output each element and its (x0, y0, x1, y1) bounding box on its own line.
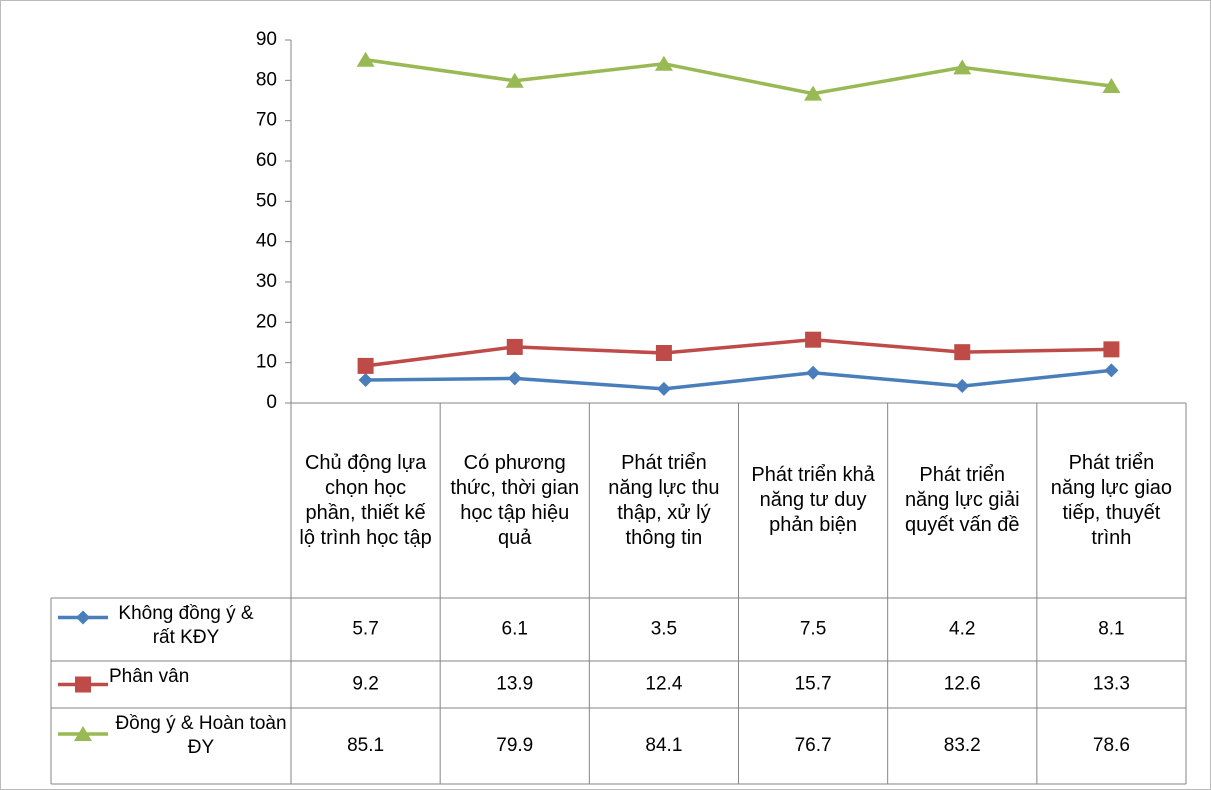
y-tick-label: 70 (256, 110, 277, 131)
data-point (1102, 77, 1121, 93)
legend-marker (76, 610, 90, 625)
data-label: 13.3 (1093, 674, 1130, 695)
data-label: 78.6 (1093, 735, 1130, 756)
data-point (357, 357, 374, 374)
data-label: 83.2 (944, 735, 981, 756)
data-label: 76.7 (795, 735, 832, 756)
category-label: Phát triển khả năng tư duy phản biện (751, 464, 875, 536)
data-label: 15.7 (795, 674, 832, 695)
data-point (358, 373, 373, 388)
data-point (1104, 363, 1119, 378)
y-tick-label: 40 (256, 231, 277, 252)
data-label: 79.9 (496, 735, 533, 756)
legend-label: Không đồng ý & rất KĐY (118, 603, 254, 648)
data-label: 8.1 (1098, 619, 1124, 640)
data-label: 4.2 (949, 619, 975, 640)
data-point (805, 331, 822, 348)
data-point (507, 371, 522, 386)
data-point (506, 338, 523, 355)
data-label: 7.5 (800, 619, 826, 640)
data-label: 12.6 (944, 674, 981, 695)
category-label: Phát triển năng lực thu thập, xử lý thôn… (608, 451, 720, 549)
series-line (365, 368, 1112, 391)
data-label: 84.1 (645, 735, 682, 756)
data-label: 85.1 (347, 735, 384, 756)
category-label: Phát triển năng lực giao tiếp, thuyết tr… (1050, 451, 1173, 549)
y-tick-label: 10 (256, 352, 277, 373)
data-label: 13.9 (496, 674, 533, 695)
data-point (954, 344, 971, 361)
y-tick-label: 0 (266, 392, 277, 413)
category-label: Phát triển năng lực giải quyết vấn đề (904, 464, 1020, 536)
data-point (656, 381, 671, 396)
y-tick-label: 90 (256, 29, 277, 50)
y-tick-label: 20 (256, 311, 277, 332)
data-point (505, 72, 524, 88)
data-point (356, 51, 375, 67)
data-point (953, 59, 972, 75)
legend-marker (74, 726, 92, 741)
legend-label: Phân vân (109, 666, 190, 687)
legend-marker (75, 676, 91, 693)
data-label: 6.1 (502, 619, 528, 640)
legend-label: Đồng ý & Hoàn toàn ĐY (115, 713, 287, 758)
y-tick-label: 50 (256, 190, 277, 211)
y-tick-label: 80 (256, 69, 277, 90)
series-line (365, 58, 1112, 96)
data-label: 12.4 (645, 674, 682, 695)
category-label: Có phương thức, thời gian học tập hiệu q… (450, 451, 580, 549)
data-point (955, 379, 970, 394)
category-label: Chủ động lựa chọn học phần, thiết kế lộ … (299, 451, 432, 549)
data-label: 9.2 (352, 674, 378, 695)
data-point (1103, 341, 1120, 358)
data-label: 3.5 (651, 619, 677, 640)
y-tick-label: 60 (256, 150, 277, 171)
data-point (804, 85, 823, 101)
data-label: 5.7 (352, 619, 378, 640)
data-point (655, 344, 672, 361)
data-point (654, 55, 673, 71)
data-point (806, 365, 821, 380)
series-line (365, 337, 1112, 368)
y-tick-label: 30 (256, 271, 277, 292)
